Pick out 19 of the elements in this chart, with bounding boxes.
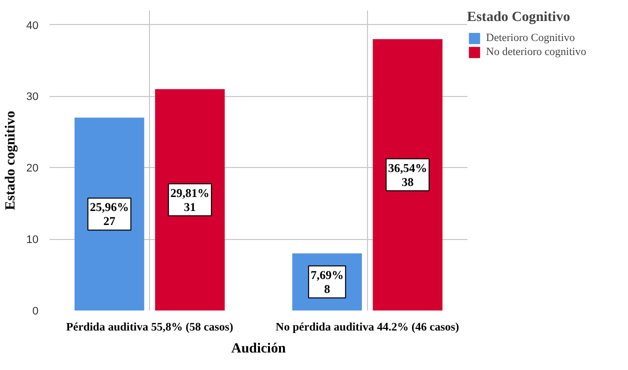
y-tick-label: 20 [26, 162, 39, 175]
data-label: 7,69% 8 [310, 268, 344, 296]
x-tick-label: Pérdida auditiva 55,8% (58 casos) [66, 322, 234, 334]
data-label: 36,54% 38 [388, 160, 428, 189]
x-axis-title: Audición [231, 342, 286, 356]
legend-label: No deterioro cognitivo [486, 45, 586, 59]
bar [74, 118, 144, 310]
bar [155, 89, 225, 310]
y-tick-label: 0 [32, 306, 39, 318]
data-label: 29,81% 31 [170, 186, 210, 214]
y-tick-label: 30 [26, 91, 39, 104]
y-tick-label: 40 [26, 20, 39, 32]
bar [372, 39, 442, 310]
y-axis-title: Estado cognitivo [3, 110, 18, 210]
y-tick-label: 10 [26, 234, 39, 246]
legend-title: Estado Cognitivo [467, 10, 572, 26]
x-tick-label: No pérdida auditiva 44.2% (46 casos) [276, 322, 460, 334]
legend-label: Deterioro Cognitivo [486, 31, 575, 45]
data-label: 25,96% 27 [90, 200, 129, 228]
